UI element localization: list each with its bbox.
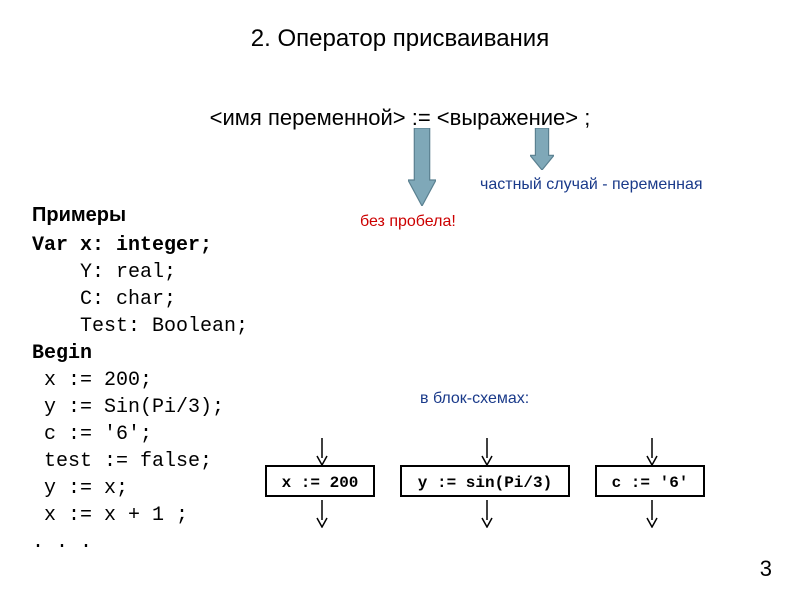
arrow-down-icon [315,500,329,533]
note-flowchart: в блок-схемах: [420,390,529,408]
page-title: 2. Оператор присваивания [0,25,800,53]
slide-number: 3 [760,556,772,582]
arrow-down-icon [480,438,494,471]
syntax-line: <имя переменной> := <выражение> ; [0,105,800,131]
note-special-case: частный случай - переменная [480,176,703,194]
note-no-space: без пробела! [360,213,456,231]
arrow-down-icon [408,128,436,211]
arrow-down-icon [645,500,659,533]
examples-heading: Примеры [32,204,126,227]
arrow-down-icon [645,438,659,471]
code-block: Var x: integer; Y: real; C: char; Test: … [32,232,248,556]
arrow-down-icon [530,128,554,175]
arrow-down-icon [315,438,329,471]
arrow-down-icon [480,500,494,533]
